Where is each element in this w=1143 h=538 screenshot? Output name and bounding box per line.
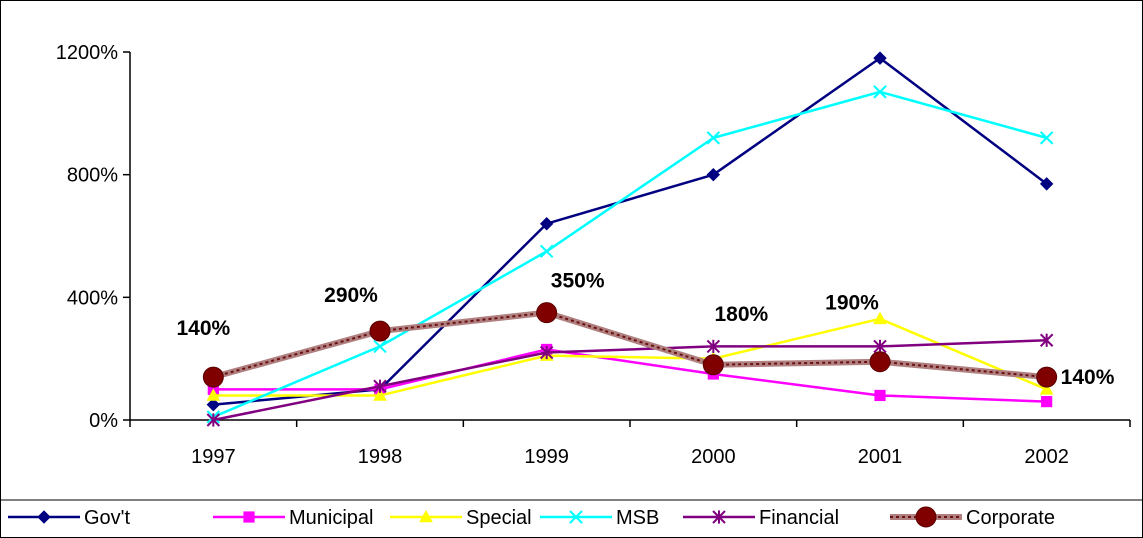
data-label-2000: 180% (714, 303, 768, 326)
point-corporate-2001 (869, 351, 891, 373)
legend-label-gov-t: Gov't (84, 507, 130, 529)
legend-marker-municipal (243, 511, 255, 523)
series-line-special (213, 317, 1048, 397)
series-msb (206, 85, 1054, 424)
data-label-1997: 140% (176, 317, 230, 340)
series-line-financial (213, 339, 1047, 422)
point-msb-1999 (539, 244, 554, 259)
series-financial (206, 333, 1054, 427)
point-corporate-1999 (536, 302, 558, 324)
legend-marker-corporate (915, 506, 937, 528)
legend-marker-special (419, 509, 433, 523)
legend-marker-msb (569, 510, 583, 524)
point-gov-t-2001 (873, 51, 887, 65)
x-tick-label: 1997 (191, 446, 236, 468)
point-financial-2000 (706, 339, 721, 354)
legend-item-gov-t: Gov't (8, 507, 130, 529)
legend-label-financial: Financial (759, 507, 839, 529)
y-tick-label: 1200% (56, 42, 118, 64)
legend-marker-gov-t (37, 510, 51, 524)
legend-marker-financial (712, 510, 726, 524)
point-msb-2000 (706, 131, 721, 145)
data-label-2001: 190% (825, 292, 879, 315)
data-label-1998: 290% (324, 284, 378, 307)
point-municipal-2001 (874, 389, 886, 402)
x-tick-label: 2000 (691, 446, 736, 468)
legend-item-msb: MSB (540, 507, 659, 529)
point-gov-t-2000 (706, 167, 721, 182)
point-gov-t-1997 (206, 397, 221, 412)
point-municipal-2002 (1041, 396, 1053, 408)
legend-label-special: Special (466, 507, 532, 529)
point-corporate-1998 (369, 320, 391, 342)
point-corporate-2000 (702, 354, 724, 376)
legend-item-municipal: Municipal (213, 507, 373, 529)
point-financial-1999 (539, 345, 554, 360)
x-tick-label: 2002 (1024, 446, 1069, 468)
point-corporate-2002 (1036, 366, 1058, 388)
y-tick-label: 400% (67, 287, 118, 309)
point-gov-t-2002 (1039, 177, 1054, 191)
point-financial-1997 (206, 413, 221, 427)
x-tick-label: 2001 (858, 446, 903, 468)
legend-item-special: Special (390, 507, 532, 529)
x-tick-label: 1998 (358, 446, 403, 468)
point-special-2001 (873, 311, 887, 325)
data-label-2002: 140% (1061, 366, 1115, 389)
point-special-1998 (373, 388, 387, 401)
y-tick-label: 800% (67, 165, 118, 187)
series-corporate (202, 302, 1058, 388)
point-financial-2002 (1039, 333, 1054, 347)
legend-label-corporate: Corporate (966, 507, 1055, 529)
legend-label-msb: MSB (616, 507, 659, 529)
point-corporate-1997 (202, 366, 224, 388)
point-financial-2001 (873, 339, 887, 354)
point-special-1997 (206, 388, 221, 401)
legend-item-corporate: Corporate (890, 506, 1055, 529)
point-msb-2001 (873, 85, 887, 99)
x-tick-label: 1999 (524, 446, 569, 468)
point-gov-t-1999 (539, 217, 554, 231)
point-financial-1998 (373, 379, 387, 393)
point-msb-2002 (1039, 131, 1054, 145)
legend-label-municipal: Municipal (289, 507, 373, 529)
series-line-msb (212, 90, 1047, 419)
data-label-1999: 350% (551, 270, 605, 293)
point-msb-1998 (373, 339, 387, 354)
legend-item-financial: Financial (683, 507, 839, 529)
series-line-municipal (213, 348, 1047, 403)
point-special-2002 (1039, 382, 1054, 395)
y-tick-label: 0% (89, 410, 118, 432)
